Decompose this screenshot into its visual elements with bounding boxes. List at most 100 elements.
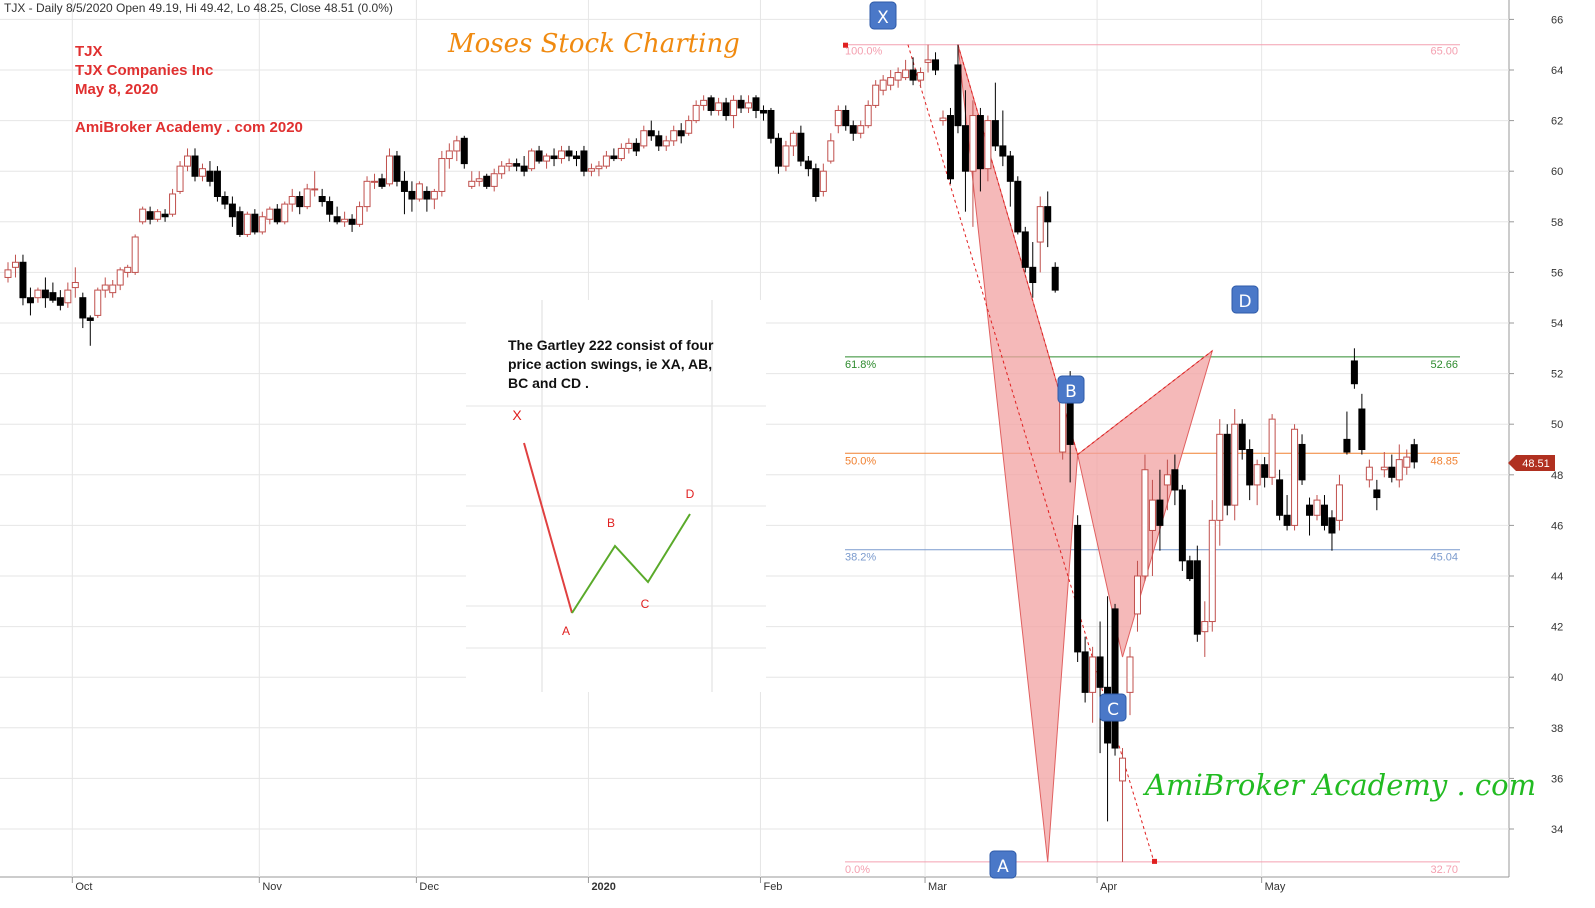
candle-body	[341, 218, 349, 223]
candle-body	[101, 284, 109, 291]
watermark-amibroker: AmiBroker Academy . com	[1142, 768, 1536, 802]
candle-body	[206, 170, 214, 182]
candle-body	[640, 130, 648, 147]
gartley-inset-diagram: X A B C D The Gartley 222 consist of fou…	[466, 300, 766, 692]
candle-body	[258, 216, 266, 233]
x-tick-label: Dec	[419, 881, 439, 893]
candle-body	[1388, 466, 1396, 478]
candle-body	[849, 125, 857, 134]
candle-body	[371, 180, 379, 183]
candle-body	[1133, 575, 1141, 615]
y-tick-label: 46	[1551, 520, 1563, 532]
candle-body	[715, 102, 723, 111]
candle-body	[4, 269, 12, 278]
candle-body	[184, 155, 192, 167]
candle-body	[460, 137, 468, 165]
candle-body	[991, 120, 999, 147]
candle-body	[969, 115, 977, 172]
fib-price-label: 45.04	[1430, 552, 1458, 564]
candle-body	[872, 84, 880, 106]
fib-anchor-marker	[843, 42, 848, 48]
candle-body	[737, 99, 745, 109]
candle-body	[490, 173, 498, 187]
badge-b: B	[1057, 375, 1085, 404]
candle-body	[1111, 608, 1119, 749]
candle-body	[767, 109, 775, 139]
candle-body	[1163, 474, 1171, 486]
candle-body	[528, 150, 536, 170]
candle-body	[79, 297, 87, 319]
candle-body	[1261, 464, 1269, 478]
inset-background	[466, 300, 766, 692]
candle-body	[1126, 656, 1134, 693]
pattern-bd-line	[1077, 350, 1213, 455]
candle-body	[64, 289, 72, 304]
inset-xa-swing	[523, 442, 573, 614]
candle-body	[243, 213, 251, 235]
candle-body	[857, 125, 865, 134]
candle-body	[797, 132, 805, 162]
candle-body	[1051, 266, 1059, 291]
candle-body	[146, 211, 154, 220]
candle-body	[1014, 180, 1022, 233]
candle-body	[1119, 757, 1127, 782]
candle-body	[1328, 517, 1336, 534]
candle-body	[71, 282, 79, 289]
candle-body	[228, 203, 236, 218]
y-axis-panel	[1509, 0, 1595, 908]
candle-body	[11, 261, 19, 268]
candle-body	[752, 97, 760, 111]
info-date: May 8, 2020	[75, 81, 158, 98]
candle-body	[976, 115, 984, 170]
fib-percent-label: 0.0%	[845, 864, 870, 876]
badge-x-label: X	[877, 8, 889, 28]
candle-body	[1006, 155, 1014, 182]
candle-body	[535, 150, 543, 162]
candle-body	[385, 155, 393, 185]
candlestick-series	[4, 44, 1418, 862]
candle-body	[318, 196, 326, 203]
candle-body	[1074, 524, 1082, 653]
candle-body	[655, 135, 663, 147]
candle-body	[49, 292, 57, 301]
candle-body	[1089, 656, 1097, 693]
candle-body	[1148, 499, 1156, 531]
candle-body	[1201, 621, 1209, 633]
candle-body	[1306, 504, 1314, 516]
gartley-description-line-1: The Gartley 222 consist of four	[508, 337, 714, 353]
fib-levels: 100.0% 65.00 61.8% 52.66 50.0% 48.85 38.2% 45.0…	[843, 42, 1460, 876]
candle-body	[348, 218, 356, 225]
fib-price-label: 48.85	[1430, 455, 1458, 467]
gartley-description-line-2: price action swings, ie XA, AB,	[508, 356, 712, 372]
badge-a-label: A	[997, 857, 1009, 877]
candle-body	[236, 211, 244, 235]
candle-body	[483, 175, 491, 187]
candle-body	[303, 188, 311, 208]
candle-body	[19, 261, 27, 299]
fib-percent-label: 100.0%	[845, 46, 883, 58]
candle-body	[1178, 489, 1186, 562]
candle-body	[1403, 456, 1411, 468]
y-tick-label: 48	[1551, 470, 1563, 482]
candle-body	[894, 72, 902, 81]
candle-body	[430, 190, 438, 200]
pattern-xab-triangle	[957, 44, 1079, 862]
x-tick-label: Feb	[763, 881, 782, 893]
candle-body	[453, 140, 461, 152]
fib-percent-label: 50.0%	[845, 455, 876, 467]
candle-body	[326, 201, 334, 215]
candle-body	[670, 130, 678, 142]
candle-body	[1395, 459, 1403, 481]
candle-body	[917, 72, 925, 81]
candle-body	[1216, 433, 1224, 521]
candle-body	[954, 64, 962, 127]
inset-label-c: C	[641, 597, 650, 611]
candle-body	[677, 130, 685, 137]
candle-body	[513, 163, 521, 167]
candle-body	[296, 196, 304, 208]
candle-body	[707, 97, 715, 111]
candle-body	[139, 208, 147, 223]
candle-body	[1238, 423, 1246, 451]
candle-body	[700, 99, 708, 106]
y-tick-label: 52	[1551, 369, 1563, 381]
